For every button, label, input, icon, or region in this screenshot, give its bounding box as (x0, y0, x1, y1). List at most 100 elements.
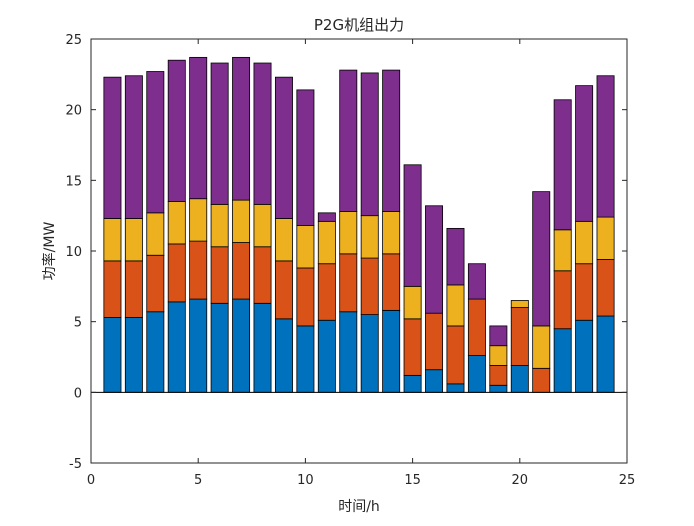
bar-segment (296, 89, 315, 226)
bar-segment (382, 309, 401, 393)
bar-segment (124, 218, 143, 262)
y-axis-label: 功率/MW (41, 222, 58, 281)
x-tick-label: 5 (194, 473, 202, 488)
bar-segment (382, 253, 401, 311)
bar-segment (317, 263, 336, 321)
bar-segment (317, 220, 336, 265)
bar-segment (253, 203, 272, 248)
bar-segment (103, 317, 122, 393)
bar-segment (103, 218, 122, 262)
x-tick-label: 15 (404, 473, 421, 488)
bar-segment (296, 267, 315, 327)
x-tick-label: 25 (619, 473, 636, 488)
y-tick-label: 10 (65, 245, 82, 260)
bar-segment (575, 85, 594, 222)
bar-segment (146, 212, 165, 256)
bar-segment (317, 212, 336, 222)
bar-segment (189, 298, 208, 393)
bar-segment (532, 367, 551, 393)
bar-segment (167, 243, 186, 303)
bar-segment (274, 76, 293, 219)
bar-segment (553, 229, 572, 272)
bar-segment (382, 211, 401, 255)
y-tick-label: -5 (69, 457, 82, 472)
x-tick-label: 20 (512, 473, 529, 488)
bar-segment (596, 315, 615, 393)
bar-segment (446, 284, 465, 327)
bar-segment (596, 75, 615, 218)
bar-segment (403, 318, 422, 376)
bar-segment (489, 365, 508, 386)
bar-segment (317, 319, 336, 393)
bar-segment (274, 218, 293, 262)
bar-segment (232, 199, 251, 243)
bar-segment (210, 62, 229, 205)
bar-segment (489, 325, 508, 347)
bar-segment (274, 260, 293, 320)
bar-segment (575, 220, 594, 265)
bar-segment (232, 298, 251, 393)
bar-segment (532, 325, 551, 369)
bar-segment (403, 164, 422, 287)
bar-segment (189, 198, 208, 242)
y-tick-label: 5 (74, 316, 82, 331)
bar-segment (232, 242, 251, 300)
bar-segment (360, 257, 379, 316)
bar-segment (467, 298, 486, 356)
ticks-layer: 0 5 10 15 20 25 -5 0 5 10 15 20 25 (65, 33, 635, 488)
bar-segment (253, 302, 272, 393)
bar-segment (210, 302, 229, 393)
bar-segment (467, 263, 486, 300)
bar-segment (575, 319, 594, 393)
bar-segment (146, 311, 165, 393)
bar-segment (510, 307, 529, 366)
x-tick-label: 10 (297, 473, 314, 488)
bar-segment (575, 263, 594, 321)
bar-segment (232, 56, 251, 201)
bar-segment (360, 72, 379, 217)
bar-segment (339, 69, 358, 212)
bar-segment (339, 311, 358, 393)
bar-segment (103, 260, 122, 318)
bar-segment (446, 227, 465, 286)
bar-segment (510, 300, 529, 308)
bar-segment (403, 285, 422, 320)
bar-segment (253, 62, 272, 205)
bar-segment (467, 355, 486, 393)
bar-segment (360, 215, 379, 259)
bar-segment (253, 246, 272, 304)
bar-segment (425, 205, 444, 314)
bar-segment (146, 71, 165, 214)
x-tick-label: 0 (87, 473, 95, 488)
bar-segment (274, 318, 293, 393)
bar-segment (553, 270, 572, 330)
bar-segment (403, 374, 422, 393)
bar-segment (189, 240, 208, 300)
bar-segment (210, 246, 229, 304)
bar-segment (146, 254, 165, 313)
bar-segment (489, 345, 508, 366)
y-tick-label: 15 (65, 174, 82, 189)
bar-segment (446, 383, 465, 393)
y-tick-label: 0 (74, 386, 82, 401)
bar-segment (553, 99, 572, 231)
bar-segment (167, 59, 186, 202)
bar-segment (382, 69, 401, 212)
bar-segment (124, 260, 143, 318)
bar-segment (167, 201, 186, 245)
bar-segment (446, 325, 465, 385)
bar-segment (296, 325, 315, 393)
bar-segment (596, 259, 615, 317)
bar-segment (124, 75, 143, 219)
bar-segment (553, 328, 572, 393)
bar-segment (510, 365, 529, 393)
bar-segment (210, 203, 229, 248)
bar-segment (489, 384, 508, 393)
bar-segment (103, 76, 122, 219)
bar-segment (124, 317, 143, 393)
x-axis-label: 时间/h (338, 499, 380, 515)
chart-title: P2G机组出力 (314, 16, 404, 34)
bar-segment (425, 312, 444, 371)
